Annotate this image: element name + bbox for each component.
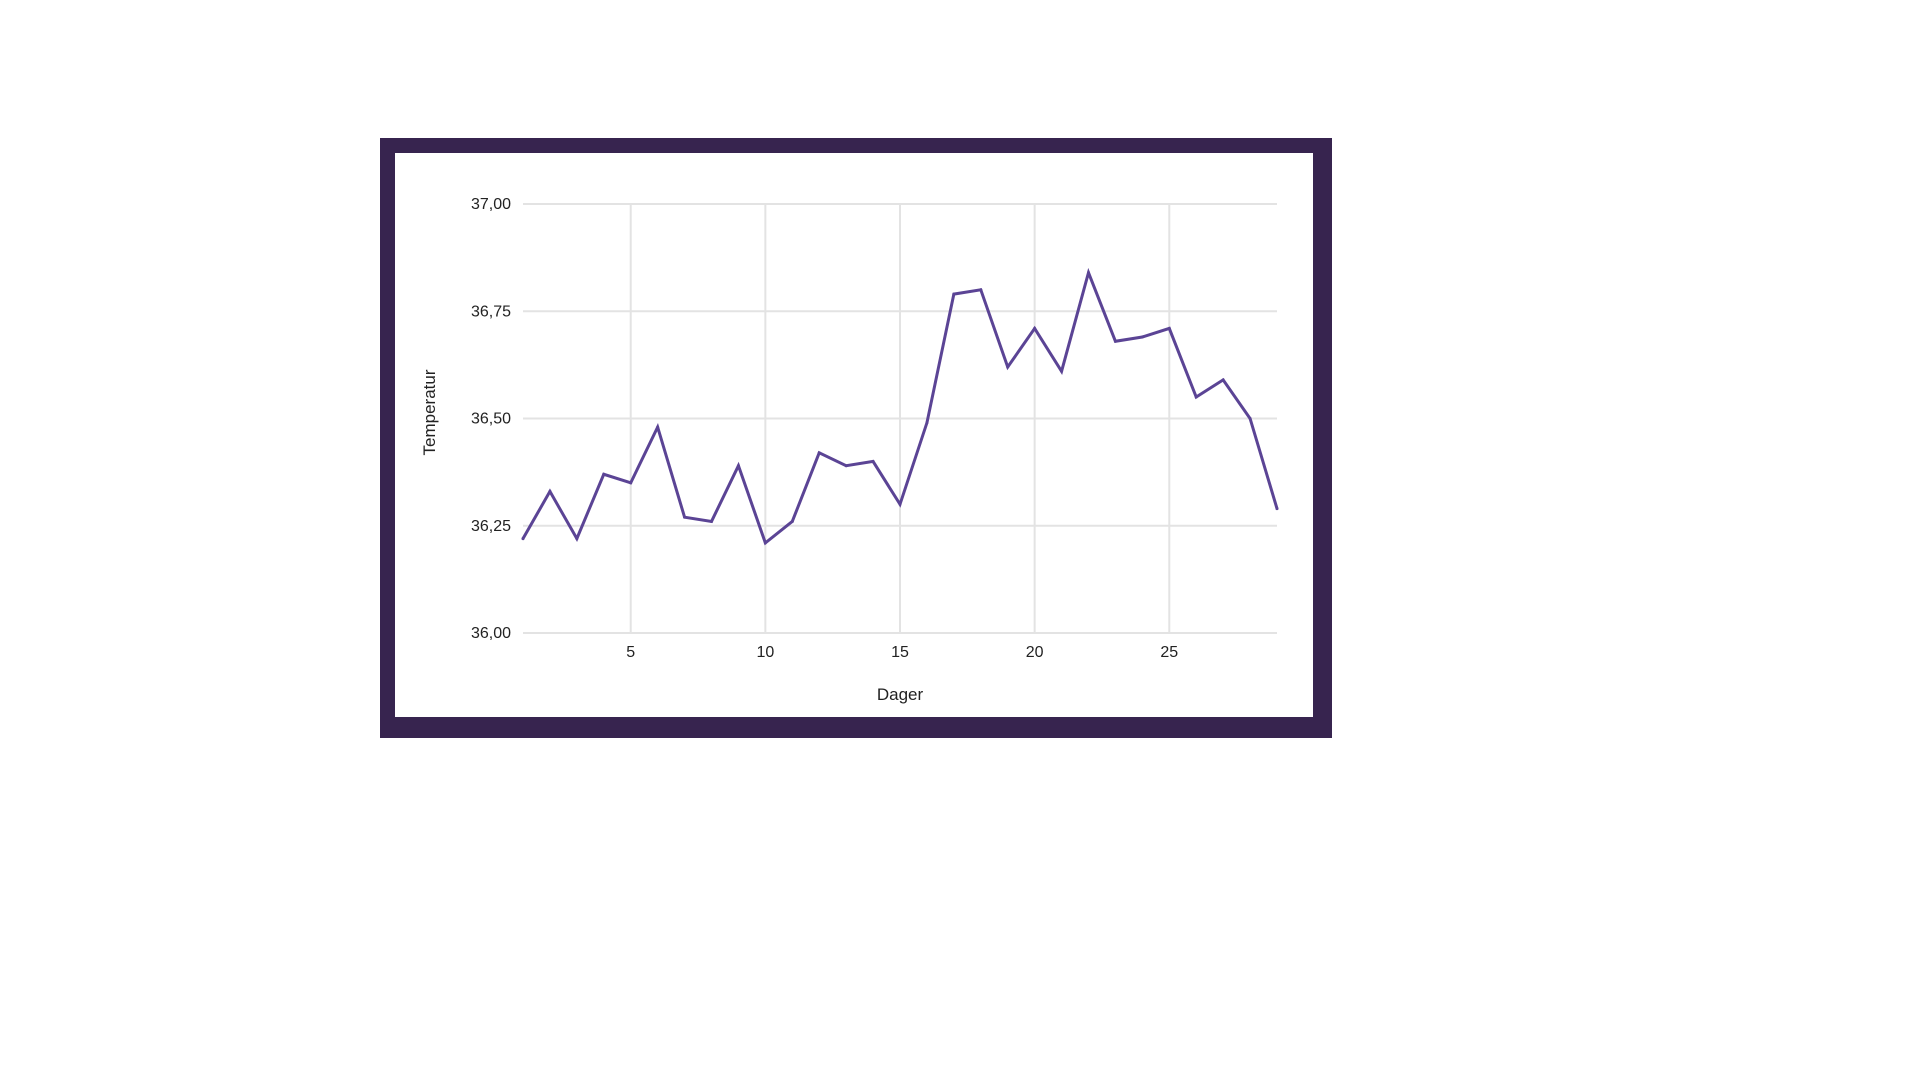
y-tick-label: 36,00 [471, 625, 511, 642]
y-axis-ticks: 36,00 36,25 36,50 36,75 37,00 [471, 196, 511, 642]
x-tick-label: 15 [891, 644, 909, 661]
x-axis-title: Dager [877, 685, 924, 704]
x-tick-label: 10 [756, 644, 774, 661]
x-tick-label: 25 [1160, 644, 1178, 661]
data-point [1006, 365, 1010, 369]
x-axis-ticks: 5 10 15 20 25 [626, 644, 1178, 661]
data-point [871, 459, 875, 463]
data-point [1060, 369, 1064, 373]
data-point [602, 472, 606, 476]
data-point [575, 537, 579, 541]
gridlines [523, 203, 1277, 634]
y-tick-label: 36,50 [471, 411, 511, 428]
y-tick-label: 37,00 [471, 196, 511, 213]
data-point [763, 541, 767, 545]
data-point [952, 292, 956, 296]
data-point [1113, 339, 1117, 343]
data-point [710, 519, 713, 523]
y-axis-title: Temperatur [420, 369, 439, 455]
data-point [790, 519, 794, 523]
data-point [817, 451, 821, 455]
y-tick-label: 36,75 [471, 303, 511, 320]
data-point [548, 489, 552, 493]
data-point [1248, 417, 1252, 420]
data-point [683, 515, 687, 519]
x-tick-label: 5 [626, 644, 635, 661]
y-tick-label: 36,25 [471, 518, 511, 535]
line-chart: 36,00 36,25 36,50 36,75 37,00 5 10 15 20 25 Dage… [420, 196, 1279, 704]
chart-frame: 36,00 36,25 36,50 36,75 37,00 5 10 15 20 25 Dage… [380, 138, 1332, 738]
data-point [898, 502, 902, 506]
x-tick-label: 20 [1026, 644, 1044, 661]
data-point [1167, 326, 1171, 330]
data-point [1194, 395, 1198, 399]
data-point [1087, 271, 1090, 275]
series-layer [521, 267, 1279, 546]
data-point [925, 421, 929, 425]
data-point [1221, 378, 1225, 382]
data-point [1275, 507, 1279, 511]
data-point [521, 537, 525, 541]
data-point [736, 464, 740, 468]
data-point [629, 481, 633, 485]
data-point [979, 288, 983, 292]
data-point [844, 464, 848, 468]
data-point [1033, 326, 1037, 330]
data-point [656, 425, 660, 429]
data-point [1140, 335, 1144, 339]
